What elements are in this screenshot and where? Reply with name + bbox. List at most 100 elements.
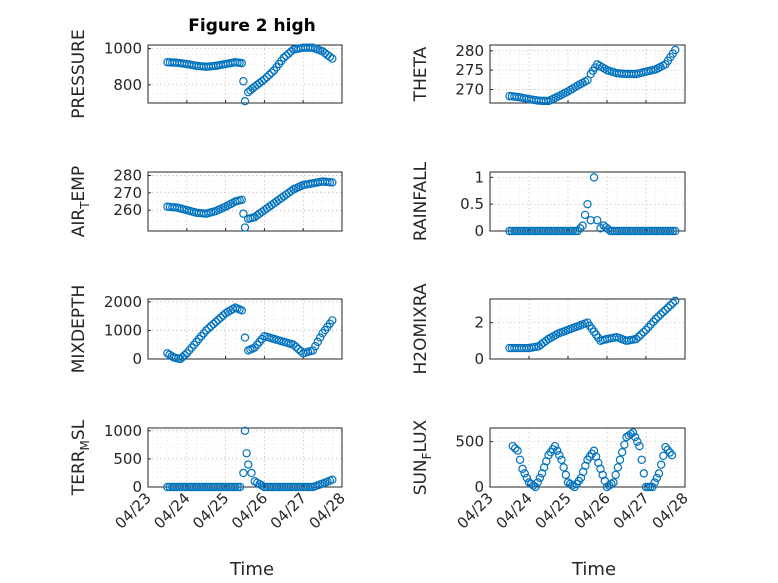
data-point	[593, 216, 602, 225]
data-point	[628, 428, 638, 437]
y-axis-label: RAINFALL	[411, 161, 431, 241]
data-point	[561, 470, 571, 480]
data-point	[328, 178, 337, 187]
data-point	[233, 482, 242, 492]
data-point	[617, 448, 627, 457]
data-point	[240, 223, 250, 232]
data-point	[214, 315, 223, 324]
data-point	[555, 451, 564, 460]
y-axis-label: THETA	[411, 46, 431, 102]
data-point	[609, 478, 618, 487]
data-point	[575, 224, 585, 233]
data-point	[282, 51, 291, 60]
figure-title: Figure 2 high	[188, 16, 316, 36]
data-point	[267, 68, 276, 77]
data-point	[201, 326, 211, 335]
axes-border	[489, 298, 686, 360]
data-point	[661, 442, 670, 452]
data-point	[552, 446, 562, 455]
data-point	[671, 45, 680, 55]
data-point	[286, 47, 296, 56]
x-tick-label: 04/27	[267, 489, 310, 532]
data-point	[515, 455, 525, 464]
axes-border	[489, 427, 686, 488]
data-point	[615, 455, 625, 464]
data-point	[652, 473, 662, 483]
data-point	[648, 482, 657, 492]
data-point	[328, 316, 337, 325]
data-point	[639, 469, 649, 478]
y-axis-label: PRESSURE	[69, 29, 89, 118]
data-point	[163, 349, 172, 358]
data-point	[659, 451, 668, 461]
data-point	[573, 226, 582, 236]
axes-border	[147, 427, 343, 488]
y-axis-label: TERRMSL	[69, 419, 92, 496]
subplot-sun_flux: 0500SUNFLUX04/2304/2404/2504/2604/2704/2…	[411, 419, 692, 532]
data-point	[284, 49, 293, 58]
data-point	[260, 75, 269, 84]
y-tick-label: 500	[455, 433, 484, 451]
data-point	[311, 341, 320, 351]
data-point	[240, 96, 250, 106]
data-point	[235, 482, 245, 492]
data-point	[658, 307, 668, 317]
data-point	[216, 313, 225, 322]
y-axis-label: H2OMIXRA	[411, 283, 431, 374]
data-point	[559, 463, 568, 472]
data-point	[289, 340, 298, 349]
y-tick-label: 2	[474, 314, 484, 332]
y-tick-label: 2000	[104, 293, 142, 311]
y-tick-label: 0	[132, 478, 142, 496]
x-tick-label: 04/26	[571, 489, 614, 532]
y-tick-label: 500	[113, 450, 142, 468]
data-point	[606, 226, 615, 236]
data-point	[656, 460, 666, 469]
data-point	[508, 441, 517, 451]
y-tick-label: 800	[113, 76, 142, 94]
data-point	[643, 482, 653, 492]
data-point	[586, 216, 595, 225]
y-tick-label: 270	[113, 184, 142, 202]
data-point	[240, 426, 250, 436]
data-point	[328, 54, 337, 63]
data-point	[633, 437, 642, 446]
data-point	[237, 58, 246, 68]
data-point	[308, 346, 318, 355]
data-point	[328, 475, 337, 484]
data-point	[206, 321, 216, 331]
data-point	[667, 451, 677, 460]
data-point	[513, 446, 522, 455]
x-axis-label-right: Time	[571, 559, 616, 580]
data-point	[651, 314, 660, 324]
data-point	[315, 333, 325, 342]
data-point	[237, 306, 246, 315]
data-point	[656, 310, 665, 319]
data-point	[666, 226, 675, 236]
y-tick-label: 1000	[104, 422, 142, 440]
y-tick-label: 1000	[104, 40, 142, 58]
data-point	[646, 320, 656, 329]
data-point	[204, 324, 213, 333]
y-tick-label: 280	[113, 166, 142, 184]
data-point	[180, 350, 189, 360]
data-point	[589, 173, 599, 182]
data-point	[568, 226, 578, 236]
data-point	[294, 344, 303, 354]
data-point	[671, 226, 680, 236]
data-point	[286, 186, 296, 196]
y-tick-label: 0	[474, 478, 484, 496]
data-point	[242, 449, 251, 458]
data-point	[239, 468, 248, 478]
axes-border	[489, 44, 686, 104]
y-tick-label: 275	[455, 61, 484, 79]
y-axis-label: MIXDEPTH	[69, 285, 89, 374]
data-point	[583, 199, 592, 209]
data-point	[265, 70, 274, 80]
data-point	[620, 440, 629, 449]
y-tick-label: 0.5	[460, 195, 484, 213]
data-point	[231, 482, 240, 492]
data-point	[247, 468, 256, 478]
data-point	[520, 469, 529, 478]
